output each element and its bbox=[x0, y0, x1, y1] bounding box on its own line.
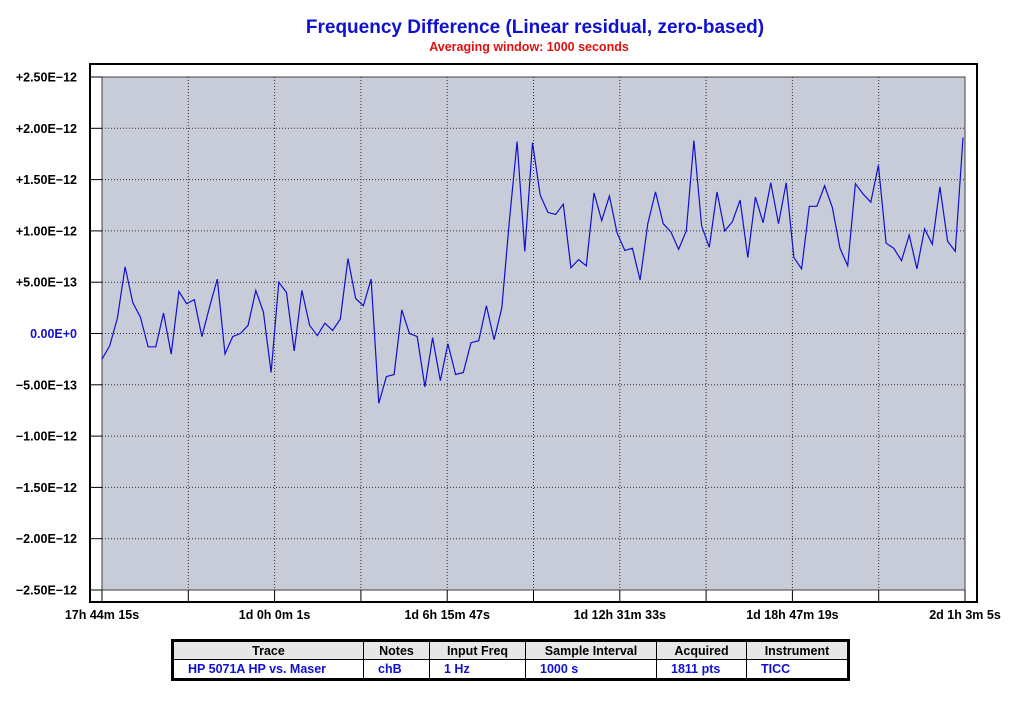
legend-header-trace: Trace bbox=[173, 641, 364, 660]
plot-area bbox=[101, 76, 966, 591]
legend-table: Trace Notes Input Freq Sample Interval A… bbox=[171, 639, 850, 681]
legend-cell-acquired: 1811 pts bbox=[656, 659, 747, 679]
y-tick-label: +1.50E−12 bbox=[16, 173, 77, 187]
legend-cell-sample-interval: 1000 s bbox=[525, 659, 657, 679]
legend-cell-trace: HP 5071A HP vs. Maser bbox=[173, 659, 364, 679]
series-line bbox=[101, 137, 964, 404]
legend-cell-instrument: TICC bbox=[746, 659, 848, 679]
legend-cell-input-freq: 1 Hz bbox=[429, 659, 526, 679]
legend-header-sample-interval: Sample Interval bbox=[525, 641, 657, 660]
y-tick-label: −1.00E−12 bbox=[16, 430, 77, 444]
legend-header-notes: Notes bbox=[363, 641, 430, 660]
legend-cell-notes: chB bbox=[363, 659, 430, 679]
y-tick-label: −2.00E−12 bbox=[16, 532, 77, 546]
chart-title: Frequency Difference (Linear residual, z… bbox=[305, 17, 765, 38]
y-tick-label: +5.00E−13 bbox=[16, 276, 77, 290]
legend-header-acquired: Acquired bbox=[656, 641, 747, 660]
y-tick-label: −2.50E−12 bbox=[16, 584, 77, 598]
y-tick-label: +2.00E−12 bbox=[16, 122, 77, 136]
legend-header-row: Trace Notes Input Freq Sample Interval A… bbox=[173, 641, 848, 660]
legend-data-row: HP 5071A HP vs. Maser chB 1 Hz 1000 s 18… bbox=[173, 659, 848, 679]
legend-header-input-freq: Input Freq bbox=[429, 641, 526, 660]
y-tick-label: +1.00E−12 bbox=[16, 224, 77, 238]
x-tick-label: 1d 6h 15m 47s bbox=[404, 608, 490, 622]
legend-header-instrument: Instrument bbox=[746, 641, 848, 660]
x-tick-label: 1d 18h 47m 19s bbox=[746, 608, 838, 622]
y-tick-label: +2.50E−12 bbox=[16, 71, 77, 85]
y-tick-label: 0.00E+0 bbox=[30, 327, 77, 341]
x-tick-label: 2d 1h 3m 5s bbox=[929, 608, 1001, 622]
y-tick-label: −1.50E−12 bbox=[16, 481, 77, 495]
x-tick-label: 1d 0h 0m 1s bbox=[239, 608, 311, 622]
y-tick-label: −5.00E−13 bbox=[16, 378, 77, 392]
x-tick-label: 1d 12h 31m 33s bbox=[574, 608, 666, 622]
x-tick-label: 17h 44m 15s bbox=[65, 608, 139, 622]
chart-subtitle: Averaging window: 1000 seconds bbox=[429, 40, 629, 54]
